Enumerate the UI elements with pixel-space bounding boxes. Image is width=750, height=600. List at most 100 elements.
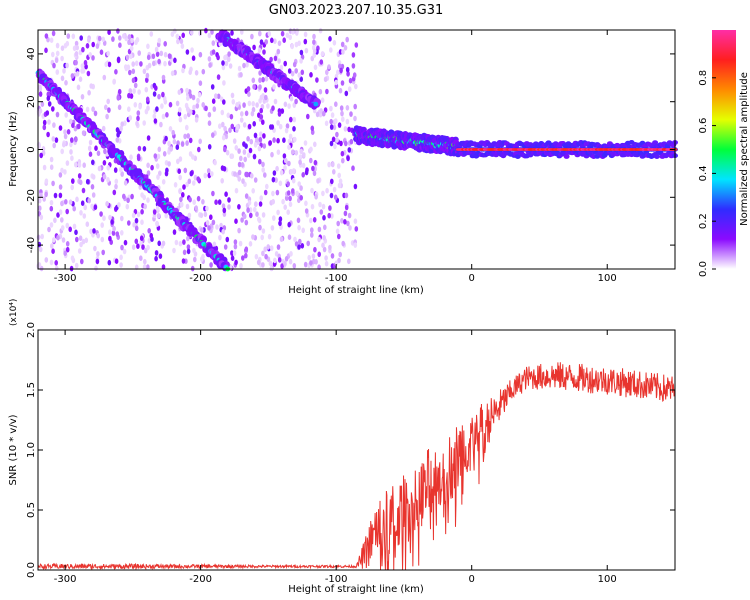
noise-cell xyxy=(316,178,320,184)
noise-cell xyxy=(284,255,289,262)
noise-cell xyxy=(112,189,117,196)
noise-cell xyxy=(309,260,313,266)
noise-cell xyxy=(267,233,272,240)
noise-cell xyxy=(178,188,182,195)
noise-cell xyxy=(163,51,168,58)
noise-cell xyxy=(232,250,237,256)
noise-cell xyxy=(154,255,158,262)
noise-cell xyxy=(157,146,162,153)
noise-cell xyxy=(211,219,216,226)
noise-cell xyxy=(66,33,71,39)
noise-cell xyxy=(263,87,268,93)
noise-cell xyxy=(297,72,302,78)
noise-cell xyxy=(178,116,183,123)
noise-cell xyxy=(283,157,288,164)
noise-cell xyxy=(176,38,180,45)
noise-cell xyxy=(46,95,51,102)
spectrogram-y-tick-label: 0 xyxy=(26,146,37,152)
noise-cell xyxy=(80,63,85,69)
noise-cell xyxy=(65,62,69,69)
noise-cell xyxy=(128,69,132,76)
colorbar-scale xyxy=(712,30,736,269)
noise-cell xyxy=(221,203,226,209)
noise-cell xyxy=(87,90,91,96)
snr-x-tick-label: -300 xyxy=(54,574,77,585)
noise-cell xyxy=(116,57,121,64)
noise-cell xyxy=(201,68,206,75)
noise-cell xyxy=(271,105,275,111)
noise-cell xyxy=(330,178,334,185)
noise-cell xyxy=(127,92,131,99)
noise-cell xyxy=(91,41,95,48)
noise-cell xyxy=(289,116,293,123)
noise-cell xyxy=(65,241,70,247)
noise-cell xyxy=(330,213,334,219)
noise-cell xyxy=(158,253,163,259)
noise-cell xyxy=(123,239,128,246)
noise-cell xyxy=(324,120,329,127)
noise-cell xyxy=(79,35,83,41)
noise-cell xyxy=(276,149,281,155)
noise-cell xyxy=(341,49,345,55)
colorbar-tick-label: 0.0 xyxy=(698,261,709,277)
noise-cell xyxy=(136,155,141,162)
noise-cell xyxy=(108,235,112,242)
noise-cell xyxy=(288,258,293,265)
noise-cell xyxy=(52,122,56,128)
noise-cell xyxy=(81,130,86,136)
noise-cell xyxy=(122,193,126,200)
noise-cell xyxy=(139,235,144,241)
noise-cell xyxy=(208,62,212,68)
noise-cell xyxy=(92,228,96,234)
noise-cell xyxy=(272,170,277,176)
noise-cell xyxy=(337,233,341,240)
noise-cell xyxy=(255,136,259,143)
noise-cell xyxy=(329,124,334,130)
noise-cell xyxy=(259,107,264,114)
noise-cell xyxy=(185,49,190,55)
noise-cell xyxy=(319,108,323,114)
noise-cell xyxy=(63,133,68,140)
noise-cell xyxy=(221,64,226,71)
noise-cell xyxy=(336,69,340,76)
noise-cell xyxy=(338,251,343,258)
noise-cell xyxy=(137,145,142,152)
noise-cell xyxy=(211,132,215,138)
snr-x-label: Height of straight line (km) xyxy=(288,584,424,595)
noise-cell xyxy=(58,172,63,178)
noise-cell xyxy=(209,214,213,220)
noise-cell xyxy=(128,88,133,94)
noise-cell xyxy=(294,41,299,48)
noise-cell xyxy=(339,67,343,74)
noise-cell xyxy=(276,48,281,55)
noise-cell xyxy=(259,195,264,201)
noise-cell xyxy=(51,51,55,58)
noise-cell xyxy=(194,117,199,123)
noise-cell xyxy=(344,192,349,199)
noise-cell xyxy=(325,69,329,76)
noise-cell xyxy=(64,199,68,205)
noise-cell xyxy=(69,149,73,155)
noise-cell xyxy=(131,212,136,219)
noise-cell xyxy=(282,153,287,159)
noise-cell xyxy=(321,190,325,197)
noise-cell xyxy=(347,126,351,133)
noise-cell xyxy=(300,69,305,76)
noise-cell xyxy=(185,203,190,210)
noise-cell xyxy=(120,244,124,251)
noise-cell xyxy=(258,201,263,207)
noise-cell xyxy=(298,238,302,245)
noise-cell xyxy=(101,36,105,43)
noise-cell xyxy=(189,29,194,36)
noise-cell xyxy=(299,58,303,64)
noise-cell xyxy=(69,141,73,148)
noise-cell xyxy=(64,112,68,118)
noise-cell xyxy=(221,60,225,66)
noise-cell xyxy=(187,178,192,185)
noise-cell xyxy=(161,240,166,247)
noise-cell xyxy=(111,36,115,42)
noise-cell xyxy=(96,150,101,157)
noise-cell xyxy=(311,253,316,259)
line-halo-cell xyxy=(652,140,659,146)
noise-cell xyxy=(62,141,66,148)
